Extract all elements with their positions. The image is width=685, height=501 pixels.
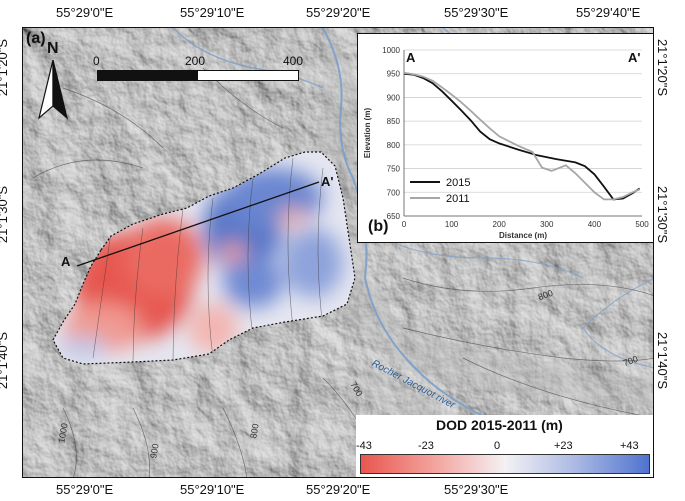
x-tick-label: 0 <box>402 220 407 229</box>
y-tick-label: 800 <box>387 141 401 150</box>
legend-tick: +23 <box>554 440 573 452</box>
y-tick-label: 900 <box>387 93 401 102</box>
lon-label: 55°29'0"E <box>56 482 114 497</box>
x-tick-label: 500 <box>635 220 649 229</box>
series-line-2011 <box>403 71 640 201</box>
scale-bar-black <box>97 70 199 81</box>
scale-bar: 0 200 400 m <box>93 54 313 88</box>
north-arrow-icon <box>37 60 69 120</box>
lon-label: 55°29'20"E <box>306 5 371 20</box>
legend-title: DOD 2015-2011 (m) <box>436 417 563 433</box>
profile-label-a-prime: A' <box>321 174 334 189</box>
lon-label: 55°29'30"E <box>444 482 509 497</box>
legend-color-ramp <box>360 454 650 474</box>
profile-label-a: A <box>61 254 71 269</box>
y-axis-label: Elevation (m) <box>363 108 372 159</box>
lat-label: 21°1'30"S <box>0 185 11 244</box>
lon-label: 55°29'40"E <box>576 5 641 20</box>
y-tick-label: 1000 <box>382 46 400 55</box>
x-tick-label: 200 <box>493 220 507 229</box>
lat-label: 21°1'20"S <box>655 38 671 97</box>
legend-tick: 0 <box>494 440 501 452</box>
lon-label: 55°29'30"E <box>444 5 509 20</box>
y-tick-label: 750 <box>387 165 401 174</box>
panel-label-a: (a) <box>26 30 46 47</box>
north-arrow: N <box>35 40 71 120</box>
north-arrow-label: N <box>47 40 59 57</box>
y-tick-label: 650 <box>387 212 401 221</box>
y-tick-label: 950 <box>387 70 401 79</box>
chart-label-a: A <box>406 50 416 65</box>
lon-label: 55°29'0"E <box>56 5 114 20</box>
lat-label: 21°1'20"S <box>0 38 11 97</box>
lat-label: 21°1'30"S <box>655 185 671 244</box>
legend-entry-2011: 2011 <box>446 193 470 205</box>
lon-label: 55°29'20"E <box>306 482 371 497</box>
dod-legend: DOD 2015-2011 (m) -43 -23 0 +23 +43 <box>356 415 653 477</box>
lon-label: 55°29'10"E <box>180 482 245 497</box>
map-panel[interactable]: 800 700 1000 900 800 700 Rocher Jacquot … <box>22 27 654 478</box>
lat-label: 21°1'40"S <box>0 331 11 390</box>
y-tick-label: 700 <box>387 188 401 197</box>
scale-bar-white <box>197 70 299 81</box>
hillshade-map <box>23 28 653 477</box>
scale-tick-0: 0 <box>93 54 100 68</box>
series-line-2015 <box>403 72 641 201</box>
scale-tick-200: 200 <box>185 54 206 68</box>
lon-label: 55°29'10"E <box>180 5 245 20</box>
panel-label-b: (b) <box>368 218 389 235</box>
elevation-profile-chart: 650 700 750 800 850 900 950 1000 0 100 200 300 400 50… <box>363 46 649 240</box>
x-tick-label: 100 <box>445 220 459 229</box>
legend-entry-2015: 2015 <box>446 177 470 189</box>
legend-tick: +43 <box>620 440 639 452</box>
profile-line <box>76 181 320 267</box>
chart-label-a-prime: A' <box>628 50 640 65</box>
legend-tick: -43 <box>356 440 372 452</box>
lat-label: 21°1'40"S <box>655 331 671 390</box>
x-axis-label: Distance (m) <box>499 231 547 240</box>
legend-tick: -23 <box>418 440 434 452</box>
profile-inset: 650 700 750 800 850 900 950 1000 0 100 200 300 400 50… <box>357 33 653 243</box>
x-tick-label: 400 <box>588 220 602 229</box>
y-tick-label: 850 <box>387 117 401 126</box>
x-tick-label: 300 <box>540 220 554 229</box>
